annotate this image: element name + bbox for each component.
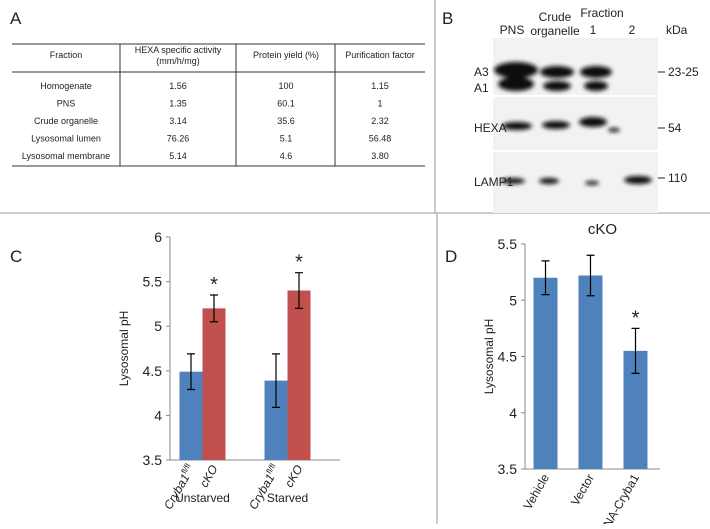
panel-label: C [10,247,22,266]
error-bar [541,260,550,296]
table-cell: 1.15 [371,81,389,91]
y-tick-label: 4.5 [498,349,518,365]
bar [179,371,203,460]
error-bar [187,353,195,391]
table-cell: 5.1 [280,134,293,144]
unit: kDa [666,23,688,37]
table-cell: 100 [278,81,293,91]
table [12,43,425,167]
y-axis-label: Lysosomal pH [482,319,496,395]
table-header: Protein yield (%) [253,50,319,60]
table-header: HEXA specific activity (mm/h/mg) [135,45,222,66]
row-label: HEXA [474,121,507,135]
y-tick-label: 6 [154,229,162,245]
header-line: HEXA specific activity [135,45,222,55]
table-cell: 1.56 [169,81,187,91]
panel-label: A [10,9,22,28]
row-label: LAMP1 [474,175,514,189]
lane-label: PNS [500,23,525,37]
bar [578,275,603,469]
table-cell: 4.6 [280,151,293,161]
table-header: Purification factor [345,50,415,60]
table-cell: 1.35 [169,99,187,109]
y-tick-label: 4 [509,405,517,421]
y-tick-label: 5.5 [498,236,518,252]
error-bar [210,294,218,323]
table-cell: 35.6 [277,116,295,126]
marker-label: 23-25 [668,65,699,79]
y-tick-label: 4 [154,407,162,423]
series-name: cKO [197,463,221,490]
table-cell: 3.80 [371,151,389,161]
header-line: (mm/h/mg) [156,56,200,66]
y-tick-label: 5 [154,318,162,334]
group-label: Unstarved [175,491,230,505]
y-tick-label: 3.5 [143,452,163,468]
table-cell: 56.48 [369,134,392,144]
marker-label: 54 [668,121,682,135]
lane-label: 2 [629,23,636,37]
panel-label: D [445,247,457,266]
x-tick-label: cKO [282,463,306,490]
lane-label: 1 [590,23,597,37]
y-tick-label: 3.5 [498,461,518,477]
series-name: cKO [282,463,306,490]
bar [202,308,226,460]
chart-title: cKO [588,221,617,238]
table-header: Fraction [50,50,83,60]
bar [287,290,311,460]
error-bar [272,353,280,408]
table-cell: Lysosomal membrane [22,151,110,161]
lane-label: Crude organelle [530,10,580,38]
x-tick-label: Vehicle [521,471,553,512]
marker-label: 110 [668,171,687,185]
significance: * [295,252,303,274]
blot [493,38,658,213]
table-cell: 5.14 [169,151,187,161]
table-cell: 60.1 [277,99,295,109]
bar [264,380,288,460]
table-cell: Homogenate [40,81,92,91]
y-tick-label: 4.5 [143,363,163,379]
row-label: A1 [474,81,489,95]
lane-label-line: organelle [530,24,580,38]
row-label: A3 [474,65,489,79]
significance: * [632,307,640,329]
bar [533,277,558,469]
table-cell: Lysosomal lumen [31,134,101,144]
table-cell: 3.14 [169,116,187,126]
y-tick-label: 5 [509,292,517,308]
x-tick-label: Vector [568,472,597,508]
significance: * [210,274,218,296]
error-bar [295,272,303,309]
lane-label: Fraction [580,6,623,20]
x-tick-label: cKO [197,463,221,490]
error-bar [586,254,595,297]
table-cell: 1 [377,99,382,109]
group-label: Starved [267,491,308,505]
table-cell: PNS [57,99,76,109]
y-tick-label: 5.5 [143,274,163,290]
y-axis-label: Lysosomal pH [117,311,131,387]
table-cell: Crude organelle [34,116,98,126]
error-bar [631,327,640,374]
table-cell: 76.26 [167,134,190,144]
panel-label: B [442,9,453,28]
table-cell: 2.32 [371,116,389,126]
